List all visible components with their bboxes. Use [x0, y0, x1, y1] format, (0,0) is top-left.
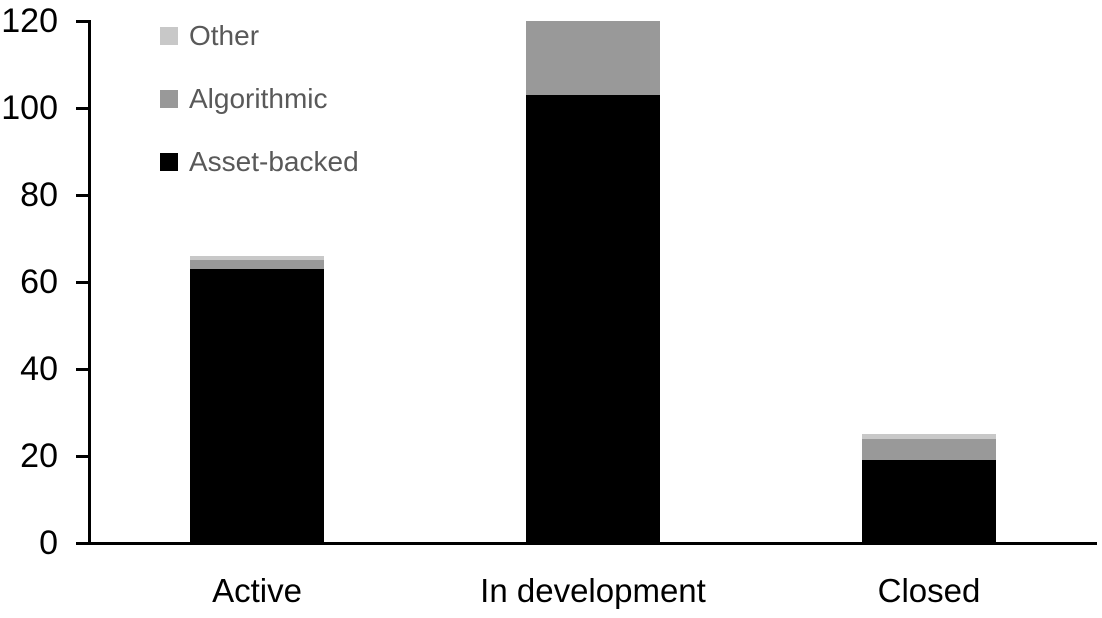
bar-segment-algorithmic-active — [190, 260, 324, 269]
x-axis-label-in-development: In development — [480, 572, 706, 609]
y-tick-mark — [76, 455, 88, 458]
legend-swatch-icon — [160, 153, 178, 171]
x-axis-label-active: Active — [212, 572, 302, 609]
bar-segment-asset-backed-in-development — [526, 94, 660, 543]
legend-label: Asset-backed — [189, 146, 359, 177]
y-tick-mark — [76, 542, 88, 545]
bar-segment-algorithmic-closed — [862, 438, 996, 461]
y-tick-label: 100 — [1, 89, 58, 127]
y-tick-mark — [76, 194, 88, 197]
y-tick-label: 80 — [20, 176, 58, 214]
legend-item-other: Other — [160, 20, 260, 51]
x-axis-line — [88, 542, 1097, 545]
y-tick-label: 40 — [20, 350, 58, 388]
y-tick-mark — [76, 368, 88, 371]
bar-segment-asset-backed-active — [190, 268, 324, 543]
legend-swatch-icon — [160, 27, 178, 45]
y-tick-label: 20 — [20, 437, 58, 475]
y-tick-label: 120 — [1, 2, 58, 40]
y-tick-mark — [76, 107, 88, 110]
legend-label: Other — [189, 20, 260, 51]
bar-segment-other-active — [190, 255, 324, 261]
y-tick-mark — [76, 20, 88, 23]
bar-segment-other-closed — [862, 434, 996, 439]
legend-item-algorithmic: Algorithmic — [160, 83, 328, 114]
bar-segment-asset-backed-closed — [862, 460, 996, 543]
y-tick-label: 0 — [39, 524, 58, 562]
y-tick-mark — [76, 281, 88, 284]
legend-swatch-icon — [160, 90, 178, 108]
bar-segment-algorithmic-in-development — [526, 21, 660, 95]
y-axis-line — [88, 20, 91, 545]
legend-label: Algorithmic — [189, 83, 328, 114]
y-tick-label: 60 — [20, 263, 58, 301]
legend-item-asset-backed: Asset-backed — [160, 146, 359, 177]
x-axis-label-closed: Closed — [877, 572, 981, 609]
